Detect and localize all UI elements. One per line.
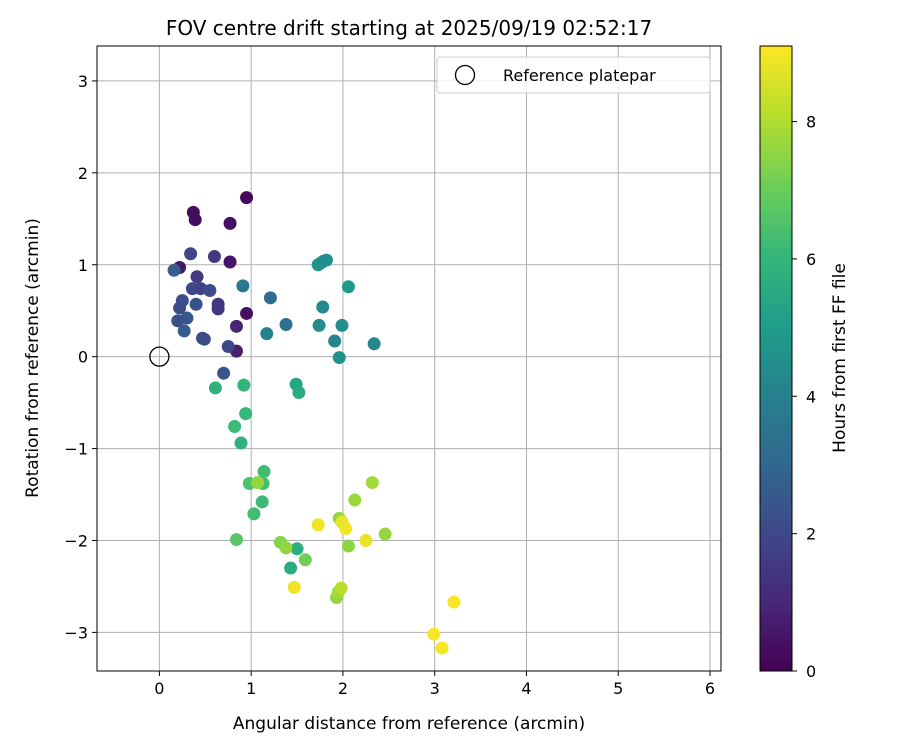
data-point — [335, 318, 349, 332]
data-point — [348, 493, 362, 507]
data-point — [208, 381, 222, 395]
data-point — [239, 407, 253, 421]
data-point — [184, 247, 198, 261]
data-point — [260, 327, 274, 341]
data-point — [311, 518, 325, 532]
data-point — [287, 580, 301, 594]
y-axis-label: Rotation from reference (arcmin) — [23, 218, 43, 498]
x-tick-label: 3 — [430, 679, 440, 698]
reference-platepar-marker — [149, 346, 170, 367]
axes-frame — [96, 45, 722, 672]
colorbar-label: Hours from first FF file — [830, 263, 850, 453]
data-point — [263, 291, 277, 305]
data-point — [229, 319, 243, 333]
data-point — [217, 366, 231, 380]
data-point — [284, 561, 298, 575]
data-point — [173, 301, 187, 315]
y-tick-label: 1 — [78, 256, 88, 275]
y-tick-label: −3 — [64, 623, 88, 642]
data-point — [190, 270, 204, 284]
y-tick-label: −2 — [64, 531, 88, 550]
legend-box — [436, 56, 711, 94]
data-point — [427, 627, 441, 641]
data-point — [167, 263, 181, 277]
data-point — [189, 297, 203, 311]
y-axis-ticks: −3 −2 −1 0 1 2 3 — [64, 72, 97, 642]
data-point — [236, 279, 250, 293]
data-point — [203, 283, 217, 297]
data-point — [255, 495, 269, 509]
data-point — [339, 522, 353, 536]
colorbar-tick-label: 4 — [806, 387, 816, 406]
legend-marker-reference-platepar — [454, 64, 476, 86]
data-point — [188, 213, 202, 227]
x-tick-label: 4 — [521, 679, 531, 698]
x-axis-ticks: 0 1 2 3 4 5 6 — [154, 671, 715, 698]
x-tick-label: 0 — [154, 679, 164, 698]
colorbar-tick-label: 8 — [806, 113, 816, 132]
colorbar: 0 2 4 6 8 Hours from first FF file — [759, 45, 850, 681]
data-point — [247, 507, 261, 521]
data-point — [341, 539, 355, 553]
data-point — [298, 553, 312, 567]
y-tick-label: 0 — [78, 348, 88, 367]
data-point — [237, 378, 251, 392]
data-point — [334, 581, 348, 595]
data-point — [367, 337, 381, 351]
data-point — [223, 255, 237, 269]
plot-frame — [96, 45, 722, 672]
data-point — [228, 420, 242, 434]
x-tick-label: 2 — [338, 679, 348, 698]
data-point — [328, 334, 342, 348]
data-point — [292, 386, 306, 400]
data-point — [251, 476, 265, 490]
data-point — [290, 542, 304, 556]
data-point — [365, 476, 379, 490]
x-tick-label: 5 — [613, 679, 623, 698]
colorbar-gradient — [759, 45, 793, 672]
data-point — [435, 641, 449, 655]
legend-label-reference-platepar: Reference platepar — [503, 66, 656, 85]
x-axis-label: Angular distance from reference (arcmin) — [233, 714, 585, 734]
data-point — [341, 280, 355, 294]
data-point — [229, 533, 243, 547]
data-point — [221, 340, 235, 354]
data-point — [223, 216, 237, 230]
data-point — [332, 351, 346, 365]
data-point — [257, 465, 271, 479]
colorbar-tick-label: 2 — [806, 525, 816, 544]
data-point — [447, 595, 461, 609]
data-point — [240, 306, 254, 320]
data-point — [240, 191, 254, 205]
grid-lines — [97, 46, 721, 671]
x-tick-label: 1 — [246, 679, 256, 698]
data-points — [149, 191, 461, 655]
data-point — [279, 541, 293, 555]
chart-title: FOV centre drift starting at 2025/09/19 … — [166, 16, 652, 40]
data-point — [207, 249, 221, 263]
data-point — [211, 302, 225, 316]
y-tick-label: −1 — [64, 440, 88, 459]
data-point — [359, 533, 373, 547]
data-point — [319, 253, 333, 267]
data-point — [312, 318, 326, 332]
y-tick-label: 2 — [78, 164, 88, 183]
colorbar-tick-label: 0 — [806, 662, 816, 681]
data-point — [177, 324, 191, 338]
data-point — [171, 314, 185, 328]
legend: Reference platepar — [436, 56, 711, 94]
colorbar-ticks: 0 2 4 6 8 — [792, 113, 816, 681]
data-point — [234, 436, 248, 450]
data-point — [378, 527, 392, 541]
y-tick-label: 3 — [78, 72, 88, 91]
data-point — [316, 300, 330, 314]
colorbar-tick-label: 6 — [806, 250, 816, 269]
data-point — [197, 332, 211, 346]
x-tick-label: 6 — [705, 679, 715, 698]
data-point — [279, 317, 293, 331]
